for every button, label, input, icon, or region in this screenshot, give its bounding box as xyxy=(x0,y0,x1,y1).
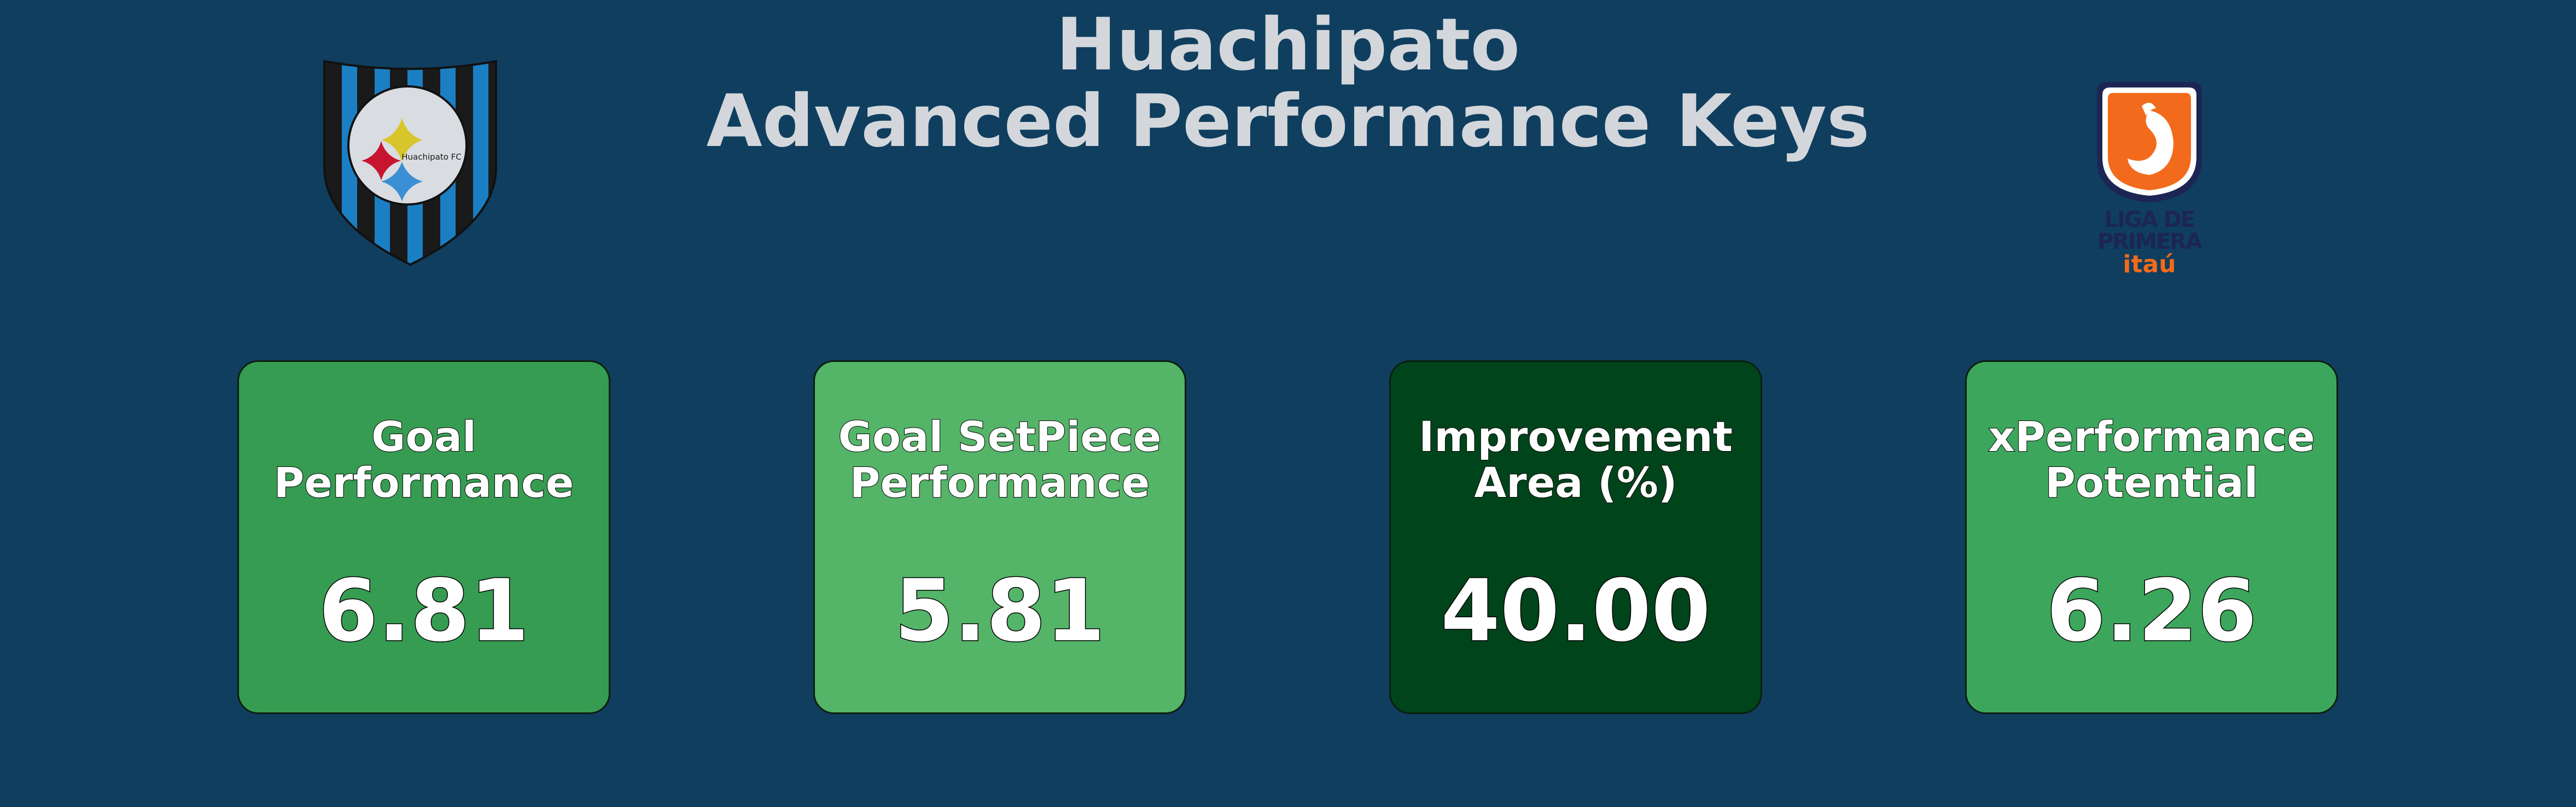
page-subtitle: Advanced Performance Keys xyxy=(706,79,1870,163)
kpi-card-value: 6.26 xyxy=(2045,561,2258,660)
huachipato-crest-icon: Huachipato FC xyxy=(320,59,500,267)
kpi-card-xperformance-potential: xPerformance Potential 6.26 xyxy=(1965,360,2338,714)
kpi-card-label: xPerformance Potential xyxy=(1988,412,2316,507)
kpi-card-improvement-area: Improvement Area (%) 40.00 xyxy=(1389,360,1762,714)
kpi-card-value: 40.00 xyxy=(1440,561,1711,660)
svg-text:Huachipato FC: Huachipato FC xyxy=(401,152,462,162)
kpi-card-value: 5.81 xyxy=(894,561,1106,660)
kpi-card-goal-setpiece-performance: Goal SetPiece Performance 5.81 xyxy=(813,360,1186,714)
kpi-card-goal-performance: Goal Performance 6.81 xyxy=(237,360,610,714)
kpi-card-label: Improvement Area (%) xyxy=(1418,412,1733,507)
kpi-card-label: Goal Performance xyxy=(273,412,575,507)
kpi-card-label: Goal SetPiece Performance xyxy=(838,412,1162,507)
liga-de-primera-logo-icon: LIGA DE PRIMERA itaú xyxy=(2089,77,2210,284)
kpi-card-value: 6.81 xyxy=(318,561,530,660)
page-title: Huachipato xyxy=(1056,3,1520,87)
